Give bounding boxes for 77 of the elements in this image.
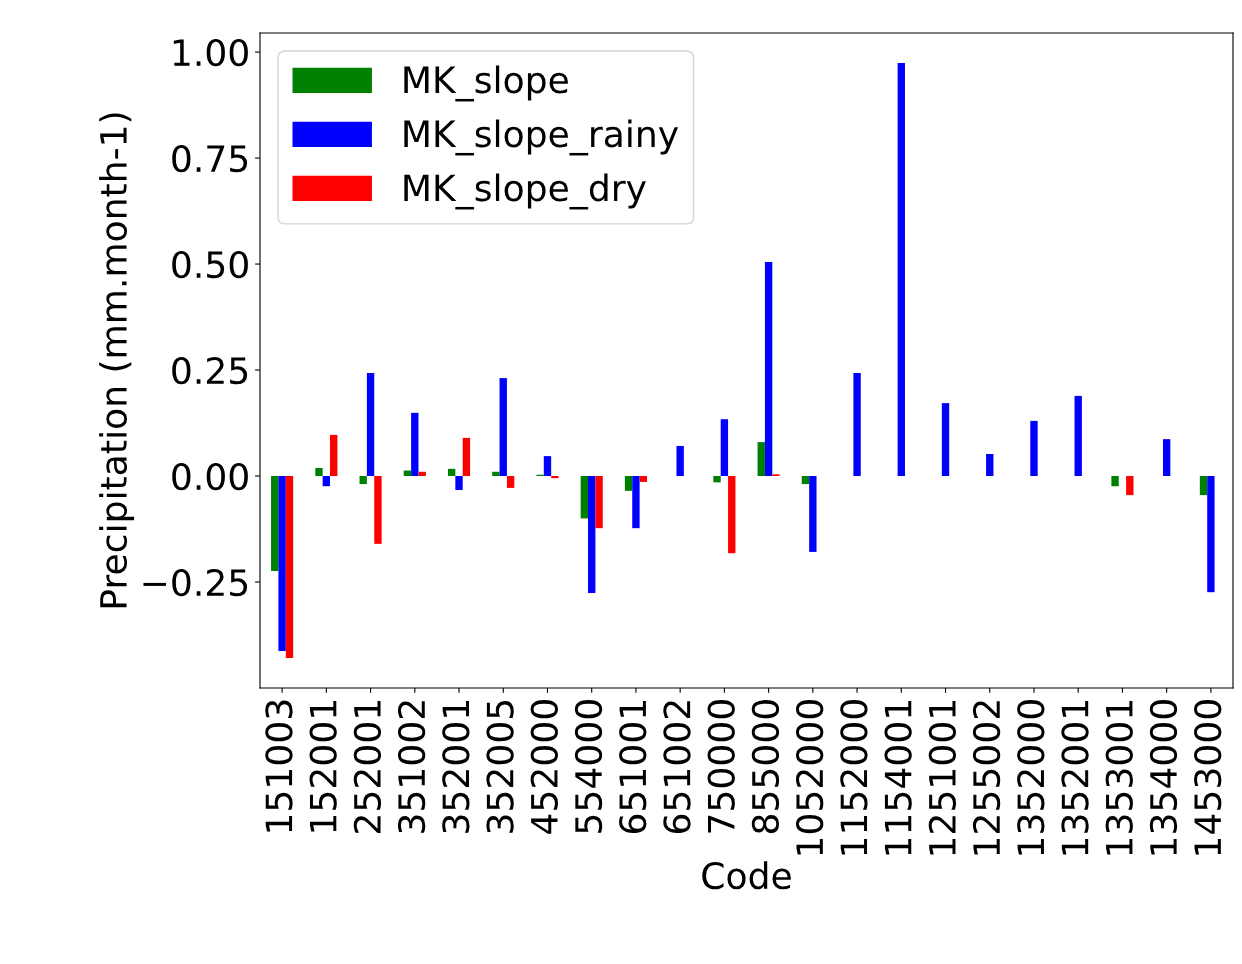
bar <box>713 476 721 483</box>
bar <box>285 476 294 658</box>
bar <box>418 471 426 477</box>
bar <box>986 453 994 477</box>
bar <box>1162 439 1171 477</box>
x-tick-label: 1052000 <box>796 700 824 855</box>
x-tick-label: 1154001 <box>884 701 912 855</box>
bar <box>1199 476 1208 496</box>
bar <box>315 467 323 477</box>
x-tick-label: 352001 <box>442 701 470 833</box>
x-tick-label: 1354000 <box>1149 700 1178 855</box>
x-tick-label: 1352001 <box>1061 701 1089 855</box>
bar <box>801 476 810 485</box>
x-tick-label: 1353001 <box>1105 701 1133 855</box>
bar <box>462 437 471 477</box>
x-tick-label: 151003 <box>265 700 293 832</box>
bar <box>1074 395 1082 477</box>
bar <box>624 476 633 491</box>
x-tick-label: 554000 <box>574 700 603 833</box>
y-tick-label: 0.00 <box>172 462 248 491</box>
bar <box>897 63 905 477</box>
legend-label: MK_slope_dry <box>404 173 646 210</box>
bar <box>551 476 559 479</box>
y-tick-label: 0.75 <box>172 144 248 173</box>
x-tick-label: 1453000 <box>1194 700 1222 855</box>
x-tick-label: 1152000 <box>840 700 868 855</box>
bar <box>330 434 338 477</box>
bar <box>271 476 279 571</box>
legend-label: MK_slope <box>404 65 568 102</box>
x-tick-label: 452000 <box>530 700 558 834</box>
bar <box>757 442 765 477</box>
bar <box>580 476 589 519</box>
bar <box>322 476 331 487</box>
bar <box>632 476 640 529</box>
bar <box>853 373 861 477</box>
x-tick-label: 352005 <box>486 700 514 833</box>
bar <box>639 476 647 482</box>
y-tick-label: −0.25 <box>143 568 248 597</box>
x-tick-label: 750000 <box>707 700 735 833</box>
bar <box>1111 476 1119 487</box>
x-axis-title: Code <box>702 861 791 890</box>
bar <box>588 476 596 594</box>
bar <box>941 403 950 477</box>
bar <box>506 476 515 488</box>
bar <box>595 476 603 529</box>
x-tick-label: 152001 <box>309 701 337 832</box>
bar <box>278 476 286 652</box>
bar <box>676 445 684 477</box>
x-tick-label: 1352000 <box>1017 700 1045 855</box>
y-tick-label: 0.25 <box>172 356 248 385</box>
bar <box>411 412 419 477</box>
bar <box>1207 476 1215 593</box>
bar <box>720 419 729 477</box>
x-tick-label: 855000 <box>751 700 780 834</box>
bar <box>1030 420 1038 477</box>
x-tick-label: 1251001 <box>928 701 956 855</box>
y-tick-label: 1.00 <box>173 39 248 67</box>
bar <box>728 476 736 554</box>
bar <box>764 261 773 477</box>
y-tick-label: 0.50 <box>172 250 248 279</box>
bar <box>1126 476 1134 496</box>
legend-label: MK_slope_rainy <box>404 119 679 156</box>
x-tick-label: 1255002 <box>972 701 1001 855</box>
y-axis-title: Precipitation (mm.month-1) <box>99 113 135 608</box>
bar <box>809 476 817 552</box>
bar <box>543 456 552 477</box>
x-tick-label: 252001 <box>353 701 382 833</box>
bar <box>447 468 456 477</box>
x-tick-label: 651001 <box>619 701 647 834</box>
bar <box>374 476 382 544</box>
bar <box>366 373 375 477</box>
bar <box>492 471 500 477</box>
x-tick-label: 651002 <box>663 701 691 834</box>
x-tick-label: 351002 <box>397 701 426 833</box>
bar <box>499 378 507 477</box>
bar <box>455 476 463 491</box>
bar <box>359 476 367 485</box>
